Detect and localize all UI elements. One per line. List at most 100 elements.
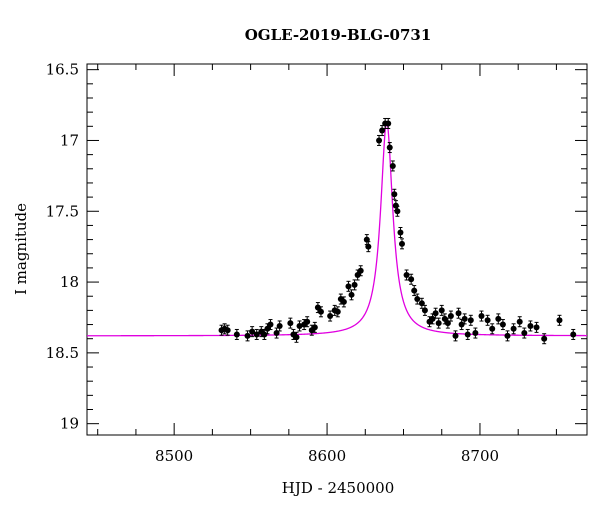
point-marker [392,202,399,209]
data-point [363,234,370,246]
data-point [340,296,347,308]
point-marker [455,310,462,317]
data-point [221,323,228,335]
data-point [386,142,393,154]
data-point [376,134,383,146]
point-marker [244,332,251,339]
point-marker [363,236,370,243]
data-point [253,328,260,340]
point-marker [516,318,523,325]
data-point [233,328,240,340]
point-marker [495,315,502,322]
point-marker [391,191,398,198]
point-marker [521,330,528,337]
point-marker [224,327,231,334]
point-marker [351,281,358,288]
data-point [273,327,280,339]
data-point [464,328,471,340]
data-point [527,320,534,332]
point-marker [314,304,321,311]
point-marker [504,332,511,339]
x-axis-title: HJD - 2450000 [282,479,395,497]
data-point [408,273,415,285]
x-tick-label: 8700 [461,447,499,465]
data-point [249,326,256,338]
point-marker [267,321,274,328]
point-marker [357,267,364,274]
point-marker [385,120,392,127]
point-marker [472,330,479,337]
point-marker [411,287,418,294]
data-point [385,117,392,129]
point-marker [447,313,454,320]
point-marker [233,331,240,338]
point-marker [354,271,361,278]
y-tick-label: 17 [60,131,79,149]
point-marker [365,243,372,250]
data-point [354,269,361,281]
x-tick-label: 8500 [155,447,193,465]
data-point [521,327,528,339]
point-marker [348,291,355,298]
data-point [276,320,283,332]
point-marker [510,325,517,332]
data-points-layer [218,117,577,345]
data-point [455,307,462,319]
point-marker [317,308,324,315]
y-tick-label: 16.5 [46,61,79,79]
point-marker [556,317,563,324]
point-marker [429,315,436,322]
point-marker [327,313,334,320]
data-point [556,314,563,326]
point-marker [311,324,318,331]
data-point [495,313,502,325]
point-marker [293,334,300,341]
y-tick-label: 18 [60,273,79,291]
data-point [499,319,506,331]
point-marker [264,325,271,332]
point-marker [467,317,474,324]
data-point [504,330,511,342]
data-point [389,160,396,172]
point-marker [334,308,341,315]
data-point [478,310,485,322]
data-point [287,317,294,329]
data-point [351,279,358,291]
y-tick-label: 18.5 [46,344,79,362]
point-marker [253,331,260,338]
point-marker [273,330,280,337]
point-marker [379,127,386,134]
y-tick-label: 17.5 [46,202,79,220]
data-point [357,265,364,277]
data-point [452,330,459,342]
point-marker [444,320,451,327]
data-point [304,316,311,328]
axis-tick-labels: 8500 8600 8700 16.5 17 17.5 18 18.5 19 [46,61,499,465]
data-point [432,307,439,319]
point-marker [304,318,311,325]
model-curve [87,120,587,337]
point-marker [340,298,347,305]
point-marker [489,325,496,332]
point-marker [249,328,256,335]
point-marker [408,276,415,283]
point-marker [541,335,548,342]
point-marker [478,313,485,320]
data-point [317,306,324,318]
point-marker [432,310,439,317]
point-marker [398,240,405,247]
chart-title: OGLE-2019-BLG-0731 [245,26,432,44]
y-tick-label: 19 [60,415,79,433]
point-marker [461,315,468,322]
data-point [224,324,231,336]
data-point [435,317,442,329]
point-marker [527,322,534,329]
data-point [311,321,318,333]
data-point [293,331,300,343]
data-point [267,319,274,331]
point-marker [389,162,396,169]
point-marker [570,331,577,338]
data-point [365,241,372,253]
data-point [484,314,491,326]
point-marker [403,271,410,278]
